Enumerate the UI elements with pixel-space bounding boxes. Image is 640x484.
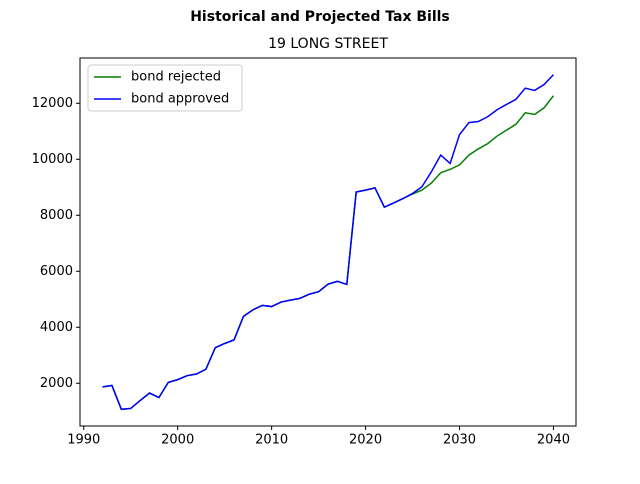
series-line (102, 95, 555, 411)
chart-subtitle: 19 LONG STREET (268, 36, 388, 52)
x-tick-label: 2030 (443, 433, 476, 448)
y-tick-label: 8000 (40, 208, 73, 223)
series-line (102, 74, 554, 411)
y-tick-label: 10000 (32, 152, 73, 167)
x-tick-label: 2010 (255, 433, 288, 448)
y-tick-label: 6000 (40, 264, 73, 279)
chart-title: Historical and Projected Tax Bills (190, 9, 450, 25)
legend-label: bond rejected (131, 70, 221, 85)
x-tick-label: 2040 (537, 433, 570, 448)
x-tick-label: 1990 (67, 433, 100, 448)
y-tick-label: 4000 (40, 320, 73, 335)
y-tick-label: 12000 (32, 96, 73, 111)
plot-frame (79, 57, 577, 427)
legend-label: bond approved (131, 92, 229, 107)
x-tick-label: 2000 (161, 433, 194, 448)
x-tick-label: 2020 (349, 433, 382, 448)
legend-box (87, 64, 243, 112)
y-tick-label: 2000 (40, 376, 73, 391)
